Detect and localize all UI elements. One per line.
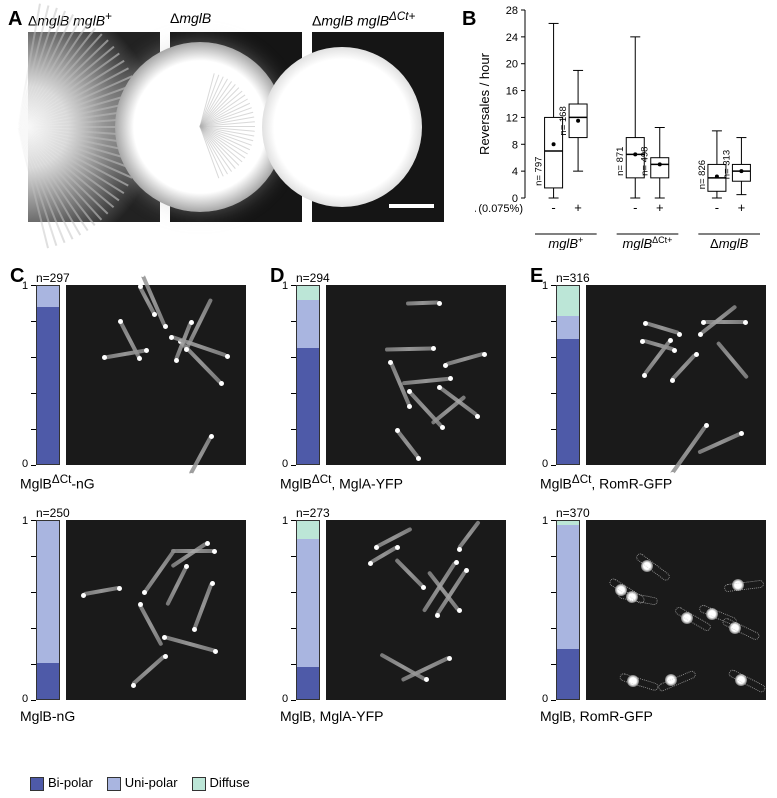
axis-tick: 0 bbox=[22, 693, 28, 705]
axis-tick: 0 bbox=[282, 693, 288, 705]
panel-a-image-title: ΔmglB mglBΔCt+ bbox=[312, 10, 415, 29]
svg-text:-: - bbox=[551, 200, 555, 215]
panel-caption: MglBΔCt, RomR-GFP bbox=[540, 473, 672, 492]
fluorescence-micrograph bbox=[326, 285, 506, 465]
svg-text:16: 16 bbox=[506, 86, 518, 98]
n-label: n=297 bbox=[36, 271, 70, 285]
svg-text:n= 313: n= 313 bbox=[721, 150, 732, 179]
legend-item: Uni-polar bbox=[107, 775, 178, 791]
fluorescence-micrograph bbox=[66, 520, 246, 700]
n-label: n=294 bbox=[296, 271, 330, 285]
fluorescence-micrograph bbox=[326, 520, 506, 700]
panel-a-label: A bbox=[8, 8, 22, 31]
svg-text:24: 24 bbox=[506, 32, 518, 44]
axis-tick: 0 bbox=[282, 458, 288, 470]
svg-text:IAA (0.075%): IAA (0.075%) bbox=[475, 203, 523, 215]
axis-tick: 1 bbox=[22, 515, 28, 527]
panel-caption: MglB, MglA-YFP bbox=[280, 708, 383, 724]
panel-a-micrograph bbox=[312, 32, 444, 222]
svg-text:ΔmglB: ΔmglB bbox=[710, 236, 749, 250]
panel-a-image-title: ΔmglB bbox=[170, 10, 211, 26]
svg-text:4: 4 bbox=[512, 166, 518, 178]
svg-text:-: - bbox=[633, 200, 637, 215]
svg-text:n= 826: n= 826 bbox=[697, 160, 708, 189]
svg-text:8: 8 bbox=[512, 139, 518, 151]
axis-tick: 1 bbox=[542, 280, 548, 292]
svg-text:n= 498: n= 498 bbox=[640, 147, 651, 176]
panel-caption: MglB, RomR-GFP bbox=[540, 708, 653, 724]
n-label: n=316 bbox=[556, 271, 590, 285]
svg-text:mglBΔCt+: mglBΔCt+ bbox=[623, 235, 673, 250]
stacked-bar bbox=[36, 520, 60, 700]
svg-text:-: - bbox=[715, 200, 719, 215]
n-label: n=370 bbox=[556, 506, 590, 520]
svg-text:20: 20 bbox=[506, 59, 518, 71]
fluorescence-micrograph bbox=[586, 285, 766, 465]
axis-tick: 0 bbox=[542, 693, 548, 705]
panel-caption: MglBΔCt-nG bbox=[20, 473, 95, 492]
legend-item: Bi-polar bbox=[30, 775, 93, 791]
svg-text:28: 28 bbox=[506, 5, 518, 17]
stacked-bar bbox=[36, 285, 60, 465]
n-label: n=250 bbox=[36, 506, 70, 520]
panel-caption: MglBΔCt, MglA-YFP bbox=[280, 473, 403, 492]
n-label: n=273 bbox=[296, 506, 330, 520]
axis-tick: 0 bbox=[542, 458, 548, 470]
axis-tick: 0 bbox=[22, 458, 28, 470]
stacked-bar bbox=[296, 520, 320, 700]
stacked-bar bbox=[556, 520, 580, 700]
stacked-bar bbox=[296, 285, 320, 465]
axis-tick: 1 bbox=[282, 280, 288, 292]
panel-a-scalebar bbox=[389, 204, 434, 208]
axis-tick: 1 bbox=[542, 515, 548, 527]
panel-b-boxplot: 0481216202428Reversales / hourmglB+n= 79… bbox=[475, 0, 775, 250]
svg-text:+: + bbox=[656, 200, 664, 215]
fluorescence-micrograph bbox=[586, 520, 766, 700]
fluorescence-micrograph bbox=[66, 285, 246, 465]
svg-text:mglB+: mglB+ bbox=[548, 235, 583, 250]
legend-item: Diffuse bbox=[192, 775, 250, 791]
svg-text:+: + bbox=[738, 200, 746, 215]
axis-tick: 1 bbox=[22, 280, 28, 292]
stacked-bar bbox=[556, 285, 580, 465]
legend: Bi-polar Uni-polar Diffuse bbox=[30, 775, 250, 791]
svg-text:n= 871: n= 871 bbox=[615, 147, 626, 176]
panel-caption: MglB-nG bbox=[20, 708, 75, 724]
svg-text:Reversales / hour: Reversales / hour bbox=[477, 52, 492, 155]
svg-text:n= 797: n= 797 bbox=[534, 157, 545, 186]
svg-text:+: + bbox=[574, 200, 582, 215]
svg-text:n= 168: n= 168 bbox=[558, 106, 569, 135]
svg-text:12: 12 bbox=[506, 112, 518, 124]
axis-tick: 1 bbox=[282, 515, 288, 527]
